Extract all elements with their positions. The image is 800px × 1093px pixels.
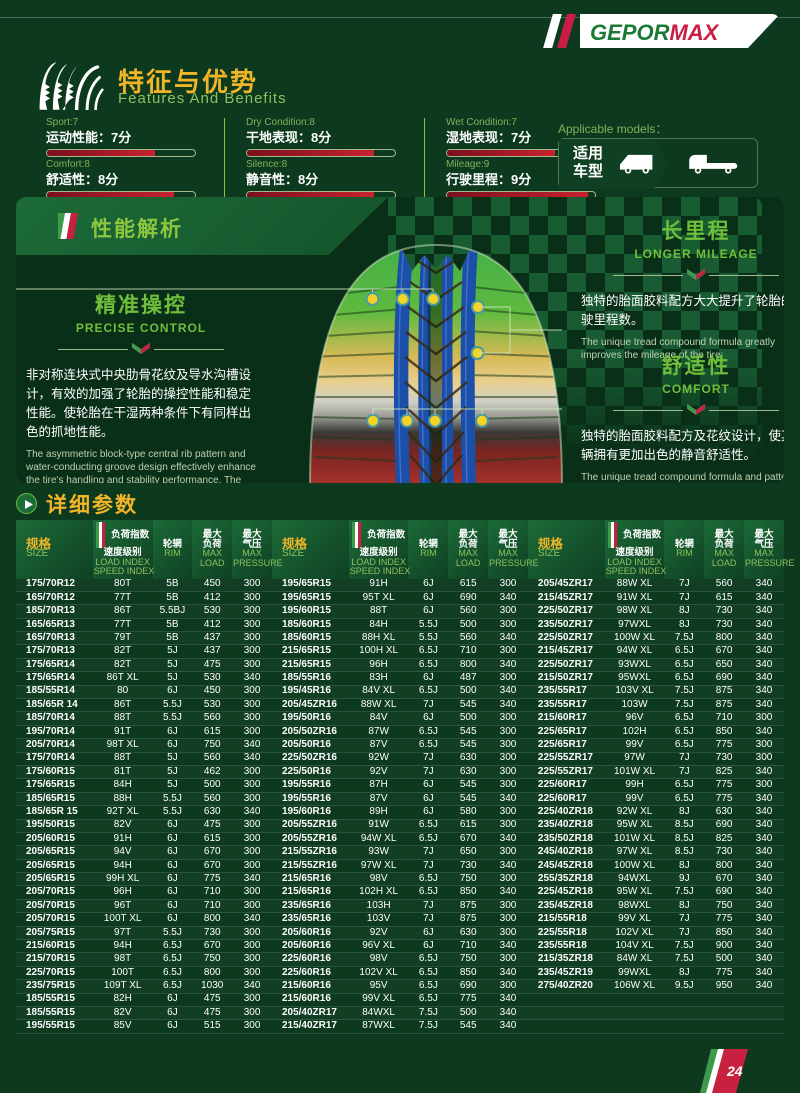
svg-text:24: 24	[726, 1063, 743, 1079]
